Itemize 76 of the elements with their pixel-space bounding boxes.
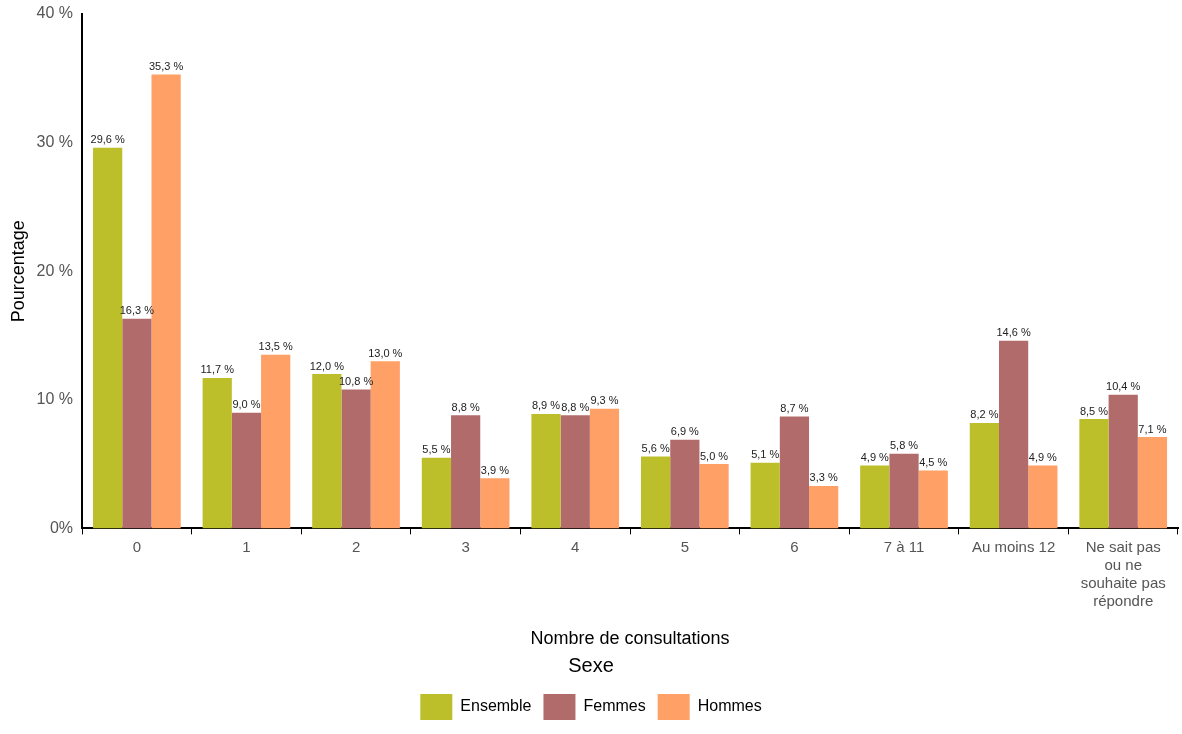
y-tick-label: 20 % [36,261,74,279]
legend-label: Femmes [583,697,646,715]
data-label: 7,1 % [1138,422,1167,435]
bar [202,377,232,529]
data-label: 8,8 % [451,400,480,413]
bar [860,465,890,529]
legend-title: Sexe [568,653,614,676]
bar [969,422,999,529]
bar [451,415,481,529]
data-label: 5,6 % [641,441,670,454]
data-label: 8,2 % [970,408,999,421]
bar [779,416,810,529]
data-label: 29,6 % [90,133,125,146]
bar [699,464,729,529]
bar [889,453,919,529]
data-label: 4,9 % [860,450,890,463]
bar [480,478,510,529]
x-tick-label: 3 [461,537,470,555]
x-axis-title: Nombre de consultations [530,628,730,649]
bar [261,354,291,529]
bar [589,408,620,529]
y-tick-label: 0% [49,518,74,536]
x-tick-label: 2 [351,537,361,555]
x-tick-label: 4 [571,537,580,555]
legend-label: Ensemble [460,697,532,715]
data-label: 12,0 % [309,359,345,372]
x-tick-label: Au moins 12 [971,537,1056,555]
legend-label: Hommes [697,697,762,715]
data-label: 5,5 % [422,443,451,456]
bar [341,389,371,529]
data-label: 5,1 % [751,448,780,461]
x-tick-label: 0 [132,537,142,555]
x-tick-label: 5 [680,537,689,555]
data-label: 3,9 % [480,463,510,476]
bar [918,470,948,529]
data-label: 9,0 % [232,398,261,411]
bar [1028,465,1058,529]
bar [1108,394,1138,529]
data-label: 6,9 % [670,425,700,438]
x-tick-label: Ne sait pas ou ne souhaite pas répondre [1080,537,1166,609]
bar [231,412,262,529]
data-label: 4,9 % [1028,450,1058,463]
bar [750,462,780,529]
bar [560,415,590,529]
data-label: 5,0 % [699,449,729,462]
data-label: 4,5 % [919,456,948,469]
data-label: 5,8 % [889,439,919,452]
data-label: 35,3 % [148,59,184,72]
data-label: 13,0 % [368,346,403,359]
data-label: 8,8 % [561,400,590,413]
y-tick-label: 10 % [36,390,74,408]
bar [999,340,1029,529]
data-label: 10,4 % [1106,380,1141,393]
data-label: 9,3 % [590,394,619,407]
data-label: 13,5 % [258,340,294,353]
bar [670,439,700,529]
bar [640,456,671,529]
data-label: 8,5 % [1079,404,1109,417]
y-tick-label: 30 % [36,133,74,151]
data-label: 3,3 % [809,471,838,484]
y-axis-title: Pourcentage [7,220,28,323]
bar [122,318,152,529]
x-tick-label: 6 [790,537,799,555]
bar [1079,419,1109,529]
bar [1137,437,1168,529]
data-label: 11,7 % [200,363,235,376]
data-label: 8,9 % [531,399,561,412]
bar [809,485,839,529]
y-tick-label: 40 % [36,4,74,22]
data-label: 14,6 % [996,326,1031,339]
x-tick-label: 7 à 11 [883,537,925,555]
x-tick-label: 1 [242,537,251,555]
bar [421,457,452,529]
data-label: 8,7 % [780,402,809,415]
bar [312,374,342,529]
bar [531,413,561,529]
